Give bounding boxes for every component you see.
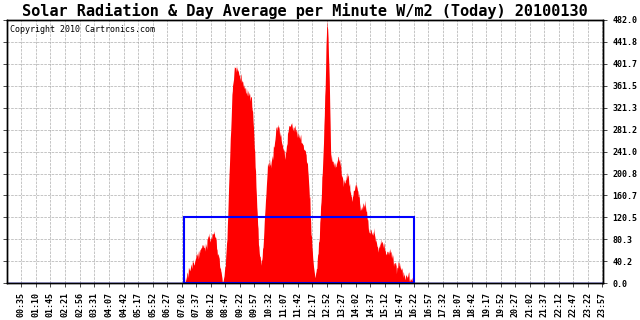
Bar	[184, 217, 414, 283]
Text: Copyright 2010 Cartronics.com: Copyright 2010 Cartronics.com	[10, 25, 155, 34]
Title: Solar Radiation & Day Average per Minute W/m2 (Today) 20100130: Solar Radiation & Day Average per Minute…	[22, 3, 588, 19]
